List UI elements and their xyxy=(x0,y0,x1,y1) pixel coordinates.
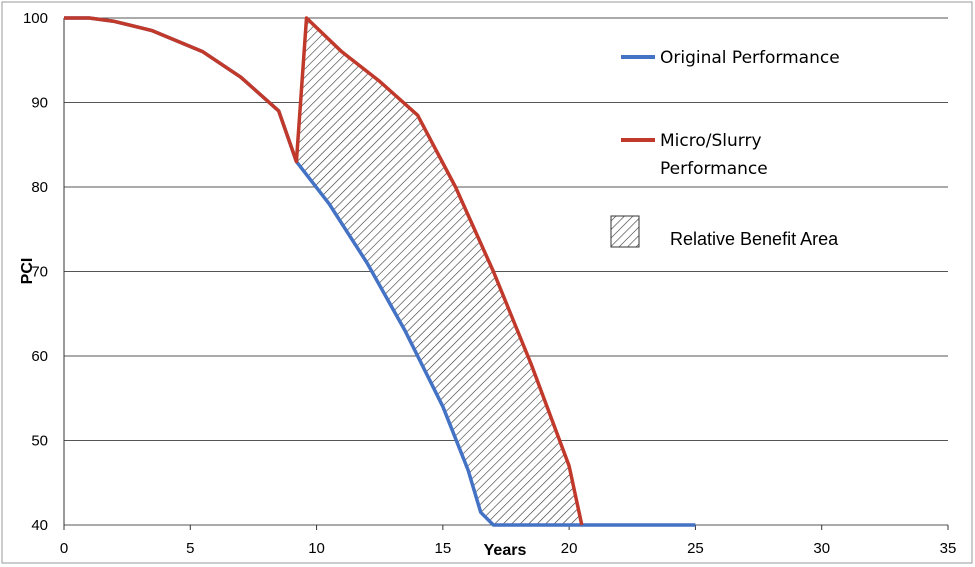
y-tick-labels: 40 50 60 70 80 90 100 xyxy=(23,10,48,534)
x-tick-label: 30 xyxy=(813,540,830,557)
y-tick-label: 70 xyxy=(31,264,48,281)
y-tick-label: 40 xyxy=(31,517,48,534)
legend: Original Performance Micro/Slurry Perfor… xyxy=(610,48,840,249)
y-tick-label: 50 xyxy=(31,433,48,450)
x-tick-label: 5 xyxy=(186,540,194,557)
y-tick-label: 80 xyxy=(31,179,48,196)
series-layer xyxy=(64,16,696,527)
y-tick-label: 60 xyxy=(31,348,48,365)
legend-label-benefit-area: Relative Benefit Area xyxy=(670,229,839,249)
legend-label-micro-slurry-line2: Performance xyxy=(660,159,768,179)
x-tick-label: 35 xyxy=(940,540,957,557)
x-tick-labels: 0 5 10 15 20 25 30 35 xyxy=(60,540,957,557)
x-tick-label: 15 xyxy=(435,540,452,557)
x-axis-title: Years xyxy=(484,542,527,559)
legend-swatch-benefit-area xyxy=(610,215,640,248)
x-tick-label: 25 xyxy=(687,540,704,557)
x-tick-label: 0 xyxy=(60,540,68,557)
y-tick-label: 100 xyxy=(23,10,48,27)
series-line-micro-slurry xyxy=(64,16,584,526)
y-axis-title: PCI xyxy=(19,258,36,285)
legend-label-micro-slurry: Micro/Slurry Performance xyxy=(660,131,768,179)
legend-label-original: Original Performance xyxy=(660,48,840,68)
y-tick-label: 90 xyxy=(31,95,48,112)
x-tick-label: 10 xyxy=(308,540,325,557)
gridlines xyxy=(63,17,949,530)
x-tick-label: 20 xyxy=(561,540,578,557)
legend-label-micro-slurry-line1: Micro/Slurry xyxy=(660,131,762,151)
